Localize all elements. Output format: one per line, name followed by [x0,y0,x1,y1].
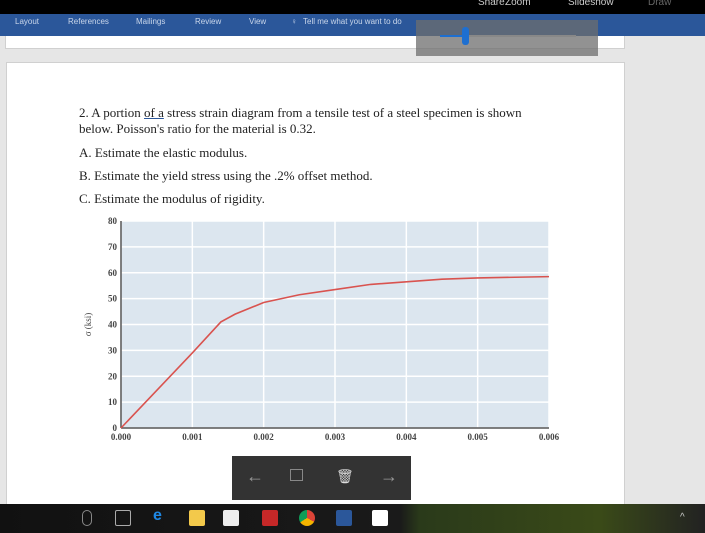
y-tick-label: 80 [108,216,118,226]
stress-strain-chart: 0 10 20 30 40 50 60 70 80 0.000 0.001 0.002 0.003 0.0… [83,216,560,442]
y-tick-label: 20 [108,371,118,381]
x-tick-label: 0.006 [539,432,560,442]
y-axis-label: σ (ksi) [83,313,93,337]
edge-icon[interactable]: e [153,507,162,524]
tell-me-input[interactable]: Tell me what you want to do [303,17,402,26]
tab-layout[interactable]: Layout [15,17,40,26]
trash-icon[interactable]: 🗑 [336,468,354,484]
y-tick-label: 0 [113,423,118,433]
lightbulb-icon: ♀ [291,17,297,26]
zoom-thumb[interactable] [462,27,469,45]
microphone-icon[interactable] [82,510,92,526]
forward-arrow-icon[interactable]: → [380,466,398,486]
x-tick-label: 0.004 [396,432,417,442]
stress-strain-curve [120,275,550,429]
store-icon[interactable] [223,510,239,526]
y-tick-label: 40 [108,320,118,330]
photo-toolbar: ← 🗑 → [232,456,411,500]
back-arrow-icon[interactable]: ← [246,466,264,486]
tab-review[interactable]: Review [195,17,222,26]
x-tick-label: 0.003 [325,432,346,442]
x-tick-label: 0.002 [254,432,275,442]
x-tick-label: 0.000 [111,432,132,442]
slideshow-button[interactable]: Slideshow [568,0,614,8]
x-tick-label: 0.001 [182,432,203,442]
chrome-icon[interactable] [299,510,315,526]
share-button[interactable]: Share [478,0,505,8]
zoom-button[interactable]: Zoom [505,0,531,8]
zoom-track [440,35,576,37]
draw-button[interactable]: Draw [648,0,672,8]
tray-chevron-icon[interactable]: ^ [680,512,685,523]
word-icon[interactable] [336,510,352,526]
crop-icon[interactable] [290,469,303,481]
document-page: 2. A portion of a stress strain diagram … [6,62,625,505]
y-tick-label: 60 [108,268,118,278]
y-tick-label: 50 [108,294,118,304]
ribbon-tabs: Layout References Mailings Review View ♀… [0,14,705,36]
zoom-slider[interactable] [416,20,598,56]
y-tick-label: 70 [108,242,118,252]
y-tick-label: 10 [108,397,118,407]
question-text: 2. A portion of a stress strain diagram … [79,105,522,136]
task-view-icon[interactable] [115,510,131,526]
tab-references[interactable]: References [68,17,109,26]
tab-mailings[interactable]: Mailings [136,17,166,26]
title-bar: Share Zoom Slideshow Draw [0,0,705,14]
photos-icon[interactable] [372,510,388,526]
y-tick-label: 30 [108,345,118,355]
part-a: A. Estimate the elastic modulus. [79,145,248,160]
part-b: B. Estimate the yield stress using the .… [79,168,373,183]
reader-icon[interactable] [262,510,278,526]
tab-view[interactable]: View [249,17,267,26]
taskbar: e ^ [0,504,705,533]
x-tick-label: 0.005 [468,432,489,442]
file-explorer-icon[interactable] [189,510,205,526]
part-c: C. Estimate the modulus of rigidity. [79,191,265,206]
zoom-fill [440,35,466,37]
